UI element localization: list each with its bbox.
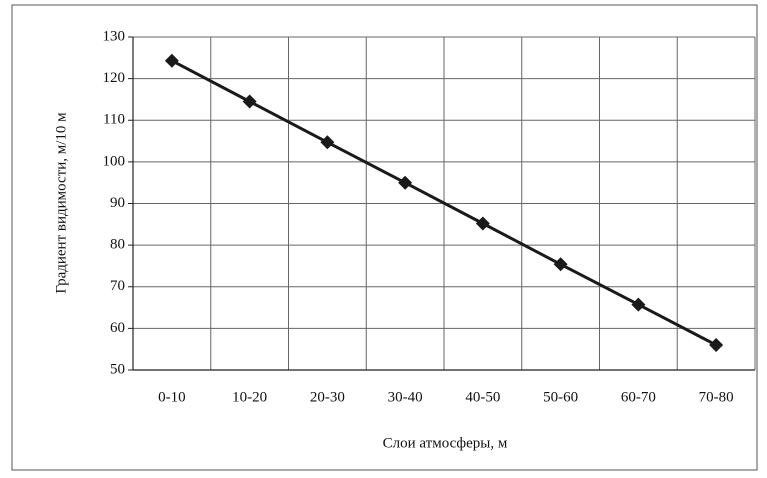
x-axis-title: Слои атмосферы, м	[383, 435, 508, 451]
x-tick-label: 20-30	[310, 389, 345, 405]
data-point	[631, 297, 646, 312]
series-line	[171, 59, 717, 347]
y-tick-label: 130	[103, 28, 126, 44]
y-tick-label: 70	[110, 278, 125, 294]
y-tick-label: 90	[110, 195, 125, 211]
x-tick-label: 70-80	[699, 389, 734, 405]
data-point	[320, 135, 335, 150]
data-point	[709, 338, 724, 353]
data-point	[475, 216, 490, 231]
x-tick-label: 10-20	[232, 389, 267, 405]
data-point	[553, 257, 568, 272]
y-axis-title: Градиент видимости, м/10 м	[53, 112, 69, 294]
chart-frame	[11, 4, 758, 471]
x-tick-label: 40-50	[465, 389, 500, 405]
y-tick-label: 120	[103, 70, 126, 86]
y-tick-label: 110	[103, 112, 125, 128]
data-point	[398, 175, 413, 190]
data-point	[242, 94, 257, 109]
x-tick-label: 30-40	[388, 389, 423, 405]
y-tick-label: 80	[110, 237, 125, 253]
data-point	[164, 53, 179, 68]
y-tick-label: 100	[103, 153, 126, 169]
x-tick-label: 60-70	[621, 389, 656, 405]
y-tick-label: 60	[110, 320, 125, 336]
y-tick-label: 50	[110, 361, 125, 377]
x-tick-label: 50-60	[543, 389, 578, 405]
x-tick-label: 0-10	[158, 389, 186, 405]
